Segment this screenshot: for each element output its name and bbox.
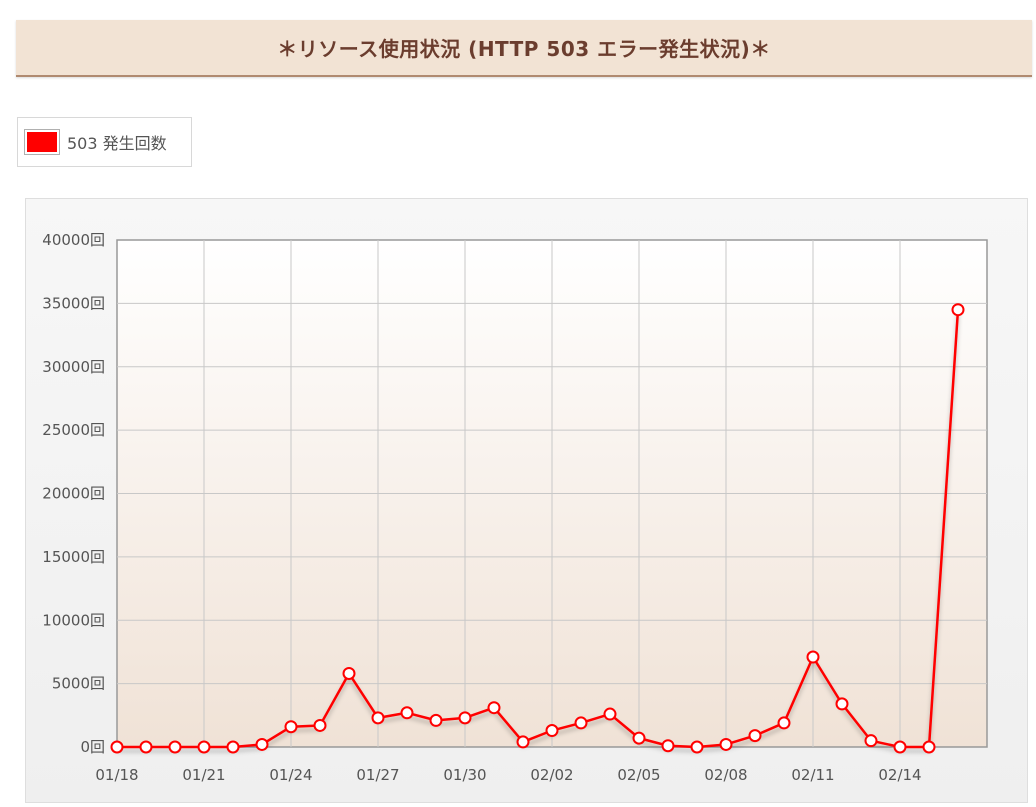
data-point <box>458 711 472 725</box>
x-tick-label: 02/11 <box>791 766 834 784</box>
data-point <box>168 740 182 754</box>
x-tick-label: 01/18 <box>95 766 138 784</box>
data-point <box>719 737 733 751</box>
x-tick-label: 02/08 <box>704 766 747 784</box>
y-tick-label: 30000回 <box>42 358 105 376</box>
x-tick-label: 01/21 <box>182 766 225 784</box>
data-point <box>342 666 356 680</box>
x-tick-label: 01/27 <box>356 766 399 784</box>
data-point <box>922 740 936 754</box>
data-point <box>951 303 965 317</box>
data-point <box>777 716 791 730</box>
y-tick-label: 15000回 <box>42 548 105 566</box>
data-point <box>516 735 530 749</box>
data-point <box>313 718 327 732</box>
legend-label: 503 発生回数 <box>67 134 167 153</box>
data-point <box>603 707 617 721</box>
data-point <box>574 716 588 730</box>
data-point <box>197 740 211 754</box>
x-tick-label: 01/24 <box>269 766 312 784</box>
data-point <box>545 724 559 738</box>
y-tick-label: 5000回 <box>52 675 105 693</box>
x-tick-label: 02/05 <box>617 766 660 784</box>
data-point <box>371 711 385 725</box>
data-point <box>110 740 124 754</box>
data-point <box>864 734 878 748</box>
data-point <box>806 650 820 664</box>
title-bar: ＊リソース使用状況 (HTTP 503 エラー発生状況)＊ <box>16 20 1032 77</box>
data-point <box>487 701 501 715</box>
y-tick-label: 25000回 <box>42 421 105 439</box>
data-point <box>835 697 849 711</box>
page-title: ＊リソース使用状況 (HTTP 503 エラー発生状況)＊ <box>277 37 771 61</box>
y-tick-label: 35000回 <box>42 294 105 312</box>
data-point <box>661 739 675 753</box>
data-point <box>690 740 704 754</box>
y-tick-label: 20000回 <box>42 485 105 503</box>
data-point <box>255 737 269 751</box>
data-point <box>226 740 240 754</box>
x-tick-label: 02/02 <box>530 766 573 784</box>
x-tick-label: 01/30 <box>443 766 486 784</box>
legend: 503 発生回数 <box>17 117 192 167</box>
data-point <box>429 713 443 727</box>
x-tick-label: 02/14 <box>878 766 921 784</box>
data-point <box>632 731 646 745</box>
data-point <box>748 729 762 743</box>
line-chart: 0回 5000回 10000回 15000回 20000回 25000回 30000回 350… <box>42 231 988 784</box>
data-point <box>400 706 414 720</box>
y-tick-label: 40000回 <box>42 231 105 249</box>
y-tick-label: 0回 <box>80 738 105 756</box>
y-tick-label: 10000回 <box>42 611 105 629</box>
data-point <box>893 740 907 754</box>
chart-container: 0回 5000回 10000回 15000回 20000回 25000回 30000回 350… <box>25 198 1028 803</box>
legend-swatch <box>24 129 60 155</box>
data-point <box>139 740 153 754</box>
data-point <box>284 720 298 734</box>
